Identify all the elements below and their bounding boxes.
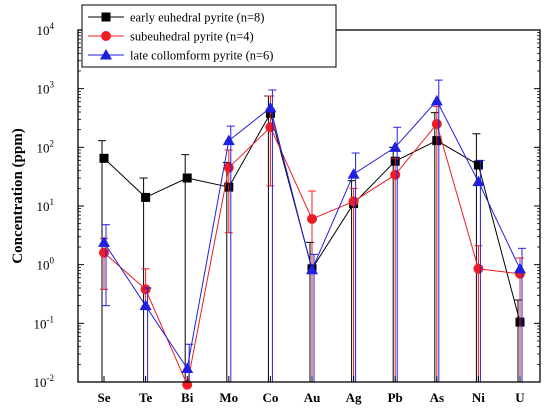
- series-2: [99, 95, 525, 390]
- y-tick-exponent: 2: [50, 138, 55, 148]
- data-point: [265, 122, 276, 133]
- y-tick-exponent: 4: [50, 21, 55, 31]
- data-point: [140, 284, 151, 295]
- data-point: [431, 118, 442, 129]
- data-point: [473, 160, 483, 170]
- y-tick-exponent: -2: [47, 373, 55, 383]
- data-point: [390, 169, 401, 180]
- y-tick-base: 10: [34, 375, 47, 390]
- y-tick-base: 10: [37, 82, 50, 97]
- data-point: [473, 263, 484, 274]
- data-point: [348, 196, 359, 207]
- x-tick-label: Au: [304, 390, 321, 405]
- y-tick-exponent: -1: [47, 314, 55, 324]
- x-axis: Se Te Bi Mo Co Au Ag Pb As Ni U: [98, 376, 525, 405]
- data-point: [99, 247, 109, 258]
- data-point: [264, 101, 277, 113]
- data-point: [181, 362, 194, 373]
- y-tick-label: 103: [37, 80, 55, 97]
- x-tick-label: U: [515, 390, 525, 405]
- legend: early euhedral pyrite (n=8) subeuhedral p…: [81, 4, 337, 68]
- legend-marker: [101, 12, 111, 22]
- y-tick-label: 10-1: [34, 314, 55, 331]
- data-point: [99, 153, 109, 163]
- y-tick-label: 101: [37, 197, 55, 214]
- series-3: [98, 79, 526, 382]
- plot-area: [98, 79, 526, 390]
- y-tick-label: 10-2: [34, 373, 55, 390]
- legend-marker: [100, 49, 112, 60]
- y-tick-label: 100: [37, 256, 55, 273]
- data-point: [98, 236, 110, 247]
- data-point: [139, 299, 152, 311]
- y-axis-label: Concentration (ppm): [10, 128, 26, 263]
- x-tick-label: Co: [262, 390, 278, 405]
- y-tick-exponent: 0: [50, 256, 55, 266]
- y-tick-exponent: 1: [50, 197, 55, 207]
- legend-marker: [101, 31, 111, 41]
- data-point: [223, 162, 234, 173]
- y-tick-base: 10: [37, 140, 50, 155]
- y-tick-exponent: 3: [50, 80, 55, 90]
- y-tick-label: 104: [37, 21, 55, 38]
- data-point: [430, 94, 443, 106]
- data-point: [222, 134, 235, 146]
- legend-box: [81, 4, 337, 68]
- series-1: [98, 95, 525, 382]
- data-point: [307, 214, 317, 225]
- x-tick-label: Mo: [219, 390, 238, 405]
- x-tick-label: Ag: [346, 390, 362, 405]
- data-point: [141, 192, 151, 202]
- x-tick-label: Ni: [472, 390, 485, 405]
- y-tick-label: 102: [37, 138, 55, 155]
- y-tick-base: 10: [37, 199, 50, 214]
- x-tick-label: As: [430, 390, 444, 405]
- legend-label: late collomform pyrite (n=6): [130, 49, 273, 63]
- legend-label: subeuhedral pyrite (n=4): [130, 30, 254, 44]
- data-point: [347, 168, 360, 179]
- data-point: [389, 141, 402, 152]
- data-point: [306, 263, 318, 275]
- y-tick-base: 10: [37, 23, 50, 38]
- y-tick-base: 10: [34, 316, 47, 331]
- data-point: [182, 173, 192, 183]
- x-tick-label: Te: [139, 390, 152, 405]
- x-tick-label: Bi: [181, 390, 194, 405]
- data-point: [472, 175, 485, 187]
- data-point: [514, 262, 526, 274]
- x-tick-label: Se: [98, 390, 111, 405]
- legend-label: early euhedral pyrite (n=8): [130, 11, 264, 25]
- x-tick-label: Pb: [388, 390, 403, 405]
- y-tick-base: 10: [37, 258, 50, 273]
